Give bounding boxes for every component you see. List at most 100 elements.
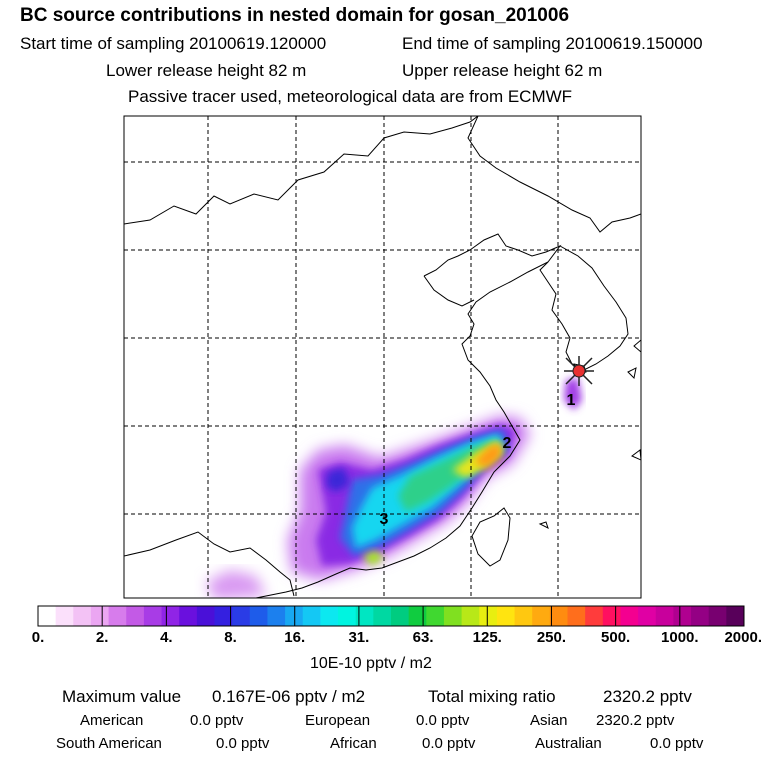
color-scale-cell — [602, 606, 621, 626]
max-value: 0.167E-06 pptv / m2 — [212, 687, 366, 706]
max-value-label: Maximum value — [62, 687, 182, 706]
color-scale-cell — [620, 606, 639, 626]
plume-field — [206, 378, 582, 598]
color-scale-cell — [90, 606, 110, 626]
color-scale-dividers — [101, 606, 681, 626]
color-scale-cell — [161, 606, 180, 626]
color-scale-cell — [373, 606, 392, 626]
color-scale-cell — [108, 606, 127, 626]
color-scale-cell — [514, 606, 533, 626]
color-scale-cell — [338, 606, 357, 626]
plume-hotspot — [362, 550, 384, 566]
region-south-american-value: 0.0 pptv — [216, 735, 270, 752]
color-scale-cell — [655, 606, 674, 626]
color-scale-cell — [532, 606, 551, 626]
color-scale-cell — [232, 606, 251, 626]
plume-outer-tail — [206, 570, 266, 598]
total-mixing-label: Total mixing ratio — [428, 687, 556, 706]
color-scale-cell — [73, 606, 92, 626]
color-scale-cell — [249, 606, 268, 626]
color-scale-cell — [126, 606, 145, 626]
coastline-bohai — [423, 275, 475, 307]
color-scale-cell — [391, 606, 410, 626]
island-ryukyu — [538, 521, 549, 529]
region-australian-value: 0.0 pptv — [650, 735, 704, 752]
source-marker-3: 3 — [380, 511, 389, 528]
receptor-icon — [564, 356, 594, 386]
color-scale-cell — [673, 606, 692, 626]
color-scale-cell — [285, 606, 304, 626]
color-scale-cell — [585, 606, 604, 626]
color-scale-tick-label: 31. — [348, 629, 370, 646]
island-japan-3 — [633, 339, 641, 353]
color-scale-cell — [461, 606, 480, 626]
coastline-china-east — [253, 233, 562, 598]
color-scale-tick-label: 4. — [160, 629, 173, 646]
color-scale-cell — [691, 606, 710, 626]
coastline-south-china — [124, 531, 295, 597]
color-scale-tick-label: 16. — [284, 629, 306, 646]
region-american-value: 0.0 pptv — [190, 712, 244, 729]
color-scale-cell — [38, 606, 57, 626]
color-scale-cell — [426, 606, 445, 626]
color-scale-tick-label: 63. — [412, 629, 434, 646]
region-european-value: 0.0 pptv — [416, 712, 470, 729]
color-scale-cell — [196, 606, 215, 626]
source-marker-1: 1 — [567, 392, 576, 409]
color-scale-frame — [37, 605, 745, 627]
region-african-label: African — [330, 735, 377, 752]
color-scale-tick-label: 1000. — [661, 629, 699, 646]
color-scale-tick-label: 0. — [31, 629, 45, 646]
color-scale-cell — [320, 606, 339, 626]
region-american-label: American — [80, 712, 144, 729]
color-scale-cell — [267, 606, 286, 626]
color-scale-cells — [38, 606, 745, 626]
color-scale-cell — [214, 606, 233, 626]
lat-lon-grid — [124, 116, 641, 598]
color-scale-cell — [179, 606, 198, 626]
color-scale-cell — [567, 606, 586, 626]
color-scale-tick-label: 2000. — [724, 629, 762, 646]
coastlines — [124, 116, 641, 598]
color-scale-cell — [549, 606, 568, 626]
color-scale-cell — [408, 606, 427, 626]
color-scale-cell — [143, 606, 163, 626]
map-frame — [123, 115, 642, 599]
color-scale-cell — [55, 606, 74, 626]
lower-release-label: Lower release height 82 m — [106, 61, 307, 80]
color-scale-cell — [708, 606, 727, 626]
region-south-american-label: South American — [56, 735, 162, 752]
total-mixing-value: 2320.2 pptv — [603, 687, 692, 706]
plume-core-orange — [474, 444, 502, 468]
color-scale-cell — [443, 606, 463, 626]
region-asian-value: 2320.2 pptv — [596, 712, 675, 729]
plume-north-tail — [564, 378, 582, 410]
region-african-value: 0.0 pptv — [422, 735, 476, 752]
region-asian-label: Asian — [530, 712, 568, 729]
end-time-label: End time of sampling 20100619.150000 — [402, 34, 703, 53]
color-scale-cell — [638, 606, 657, 626]
coastline-korea — [539, 245, 629, 371]
color-scale-tick-label: 2. — [95, 629, 109, 646]
color-scale-cell — [496, 606, 516, 626]
color-scale-cell — [479, 606, 498, 626]
tracer-note: Passive tracer used, meteorological data… — [128, 87, 573, 106]
start-time-label: Start time of sampling 20100619.120000 — [20, 34, 327, 53]
color-scale-tick-label: 250. — [536, 629, 567, 646]
color-scale-unit: 10E-10 pptv / m2 — [310, 655, 432, 672]
upper-release-label: Upper release height 62 m — [402, 61, 603, 80]
color-scale-cell — [302, 606, 321, 626]
color-scale-cell — [355, 606, 374, 626]
coastline-northeast — [467, 116, 641, 233]
source-marker-2: 2 — [503, 435, 512, 452]
plume-west-patch — [326, 468, 350, 492]
region-european-label: European — [305, 712, 371, 729]
plot-title: BC source contributions in nested domain… — [20, 5, 570, 26]
coastline-north-border — [124, 116, 479, 225]
color-scale-tick-label: 125. — [472, 629, 502, 646]
color-scale-tick-label: 500. — [601, 629, 631, 646]
island-taiwan — [471, 507, 511, 567]
region-australian-label: Australian — [535, 735, 602, 752]
